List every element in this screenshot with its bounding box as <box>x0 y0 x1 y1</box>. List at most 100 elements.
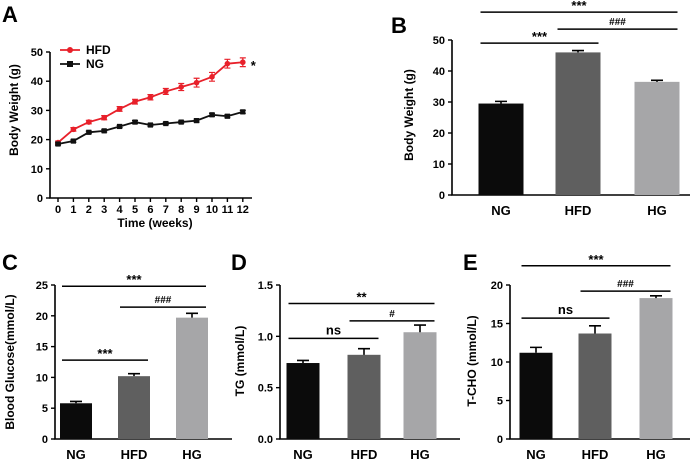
panel-b-error-bar <box>495 100 507 104</box>
panel-d-significance-label: ** <box>356 289 367 304</box>
panel-c-x-tick-label: HG <box>182 447 202 460</box>
panel-a-label: A <box>2 2 18 27</box>
panel-a-significance-star: * <box>251 58 257 73</box>
panel-b-x-tick-label: HG <box>647 203 667 218</box>
panel-e-significance-label: ns <box>558 302 573 317</box>
panel-d-x-tick-label: HFD <box>351 447 378 460</box>
panel-c-bar-hg <box>176 317 208 439</box>
panel-a-y-tick-label: 10 <box>31 164 43 176</box>
panel-a-point-hfd <box>70 126 77 133</box>
panel-a-point-hfd <box>101 114 107 121</box>
panel-a-point-hfd <box>116 106 123 112</box>
panel-a-x-tick-label: 10 <box>206 204 218 216</box>
panel-a-point-ng <box>70 138 76 144</box>
panel-d-label: D <box>231 250 247 275</box>
panel-a-point-ng <box>178 119 184 125</box>
panel-a-series-line-hfd <box>57 61 243 144</box>
panel-a-point-ng <box>86 129 92 135</box>
panel-a-y-tick-label: 0 <box>37 193 43 205</box>
panel-a-legend-label: NG <box>86 57 104 71</box>
panel-d-significance-label: # <box>389 309 395 320</box>
panel-a-point-ng <box>117 123 123 130</box>
panel-c-error-bar <box>70 400 82 404</box>
panel-e-y-tick-label: 15 <box>491 319 503 331</box>
panel-d-y-tick-label: 0.0 <box>258 434 273 446</box>
panel-e-x-tick-label: HG <box>646 447 666 460</box>
panel-a-legend-marker <box>67 47 73 53</box>
panel-e-error-bar <box>589 325 601 334</box>
panel-d-y-tick-label: 0.5 <box>258 383 273 395</box>
panel-a-x-tick-label: 0 <box>55 204 61 216</box>
panel-c-x-tick-label: NG <box>66 447 86 460</box>
panel-a-y-tick-label: 20 <box>31 135 43 147</box>
panel-a-point-ng <box>55 141 61 147</box>
panel-a-point-ng <box>163 120 169 127</box>
panel-e-y-axis-label: T-CHO (mmol/L) <box>465 315 479 406</box>
panel-a-point-hfd <box>193 79 200 86</box>
panel-a-point-ng <box>101 128 107 134</box>
panel-d-error-bar <box>358 347 370 355</box>
panel-c-error-bar <box>186 312 198 318</box>
panel-c-bar-ng <box>60 403 92 439</box>
panel-a-x-tick-label: 4 <box>117 204 124 216</box>
panel-c-bar-hfd <box>118 376 150 439</box>
panel-e-error-bar <box>530 346 542 353</box>
panel-b-y-axis-label: Body Weight (g) <box>402 69 416 161</box>
panel-d-x-tick-label: NG <box>293 447 313 460</box>
panel-c-y-tick-label: 0 <box>42 434 48 446</box>
panel-a-series-line-ng <box>57 110 244 145</box>
panel-b-bar-chart: B Body Weight (g) 0 10 20 30 40 50 NG HFD HG *** #… <box>391 0 690 218</box>
panel-b-y-tick-label: 50 <box>433 35 445 47</box>
panel-a-x-tick-label: 7 <box>163 204 169 216</box>
panel-c-y-axis-label: Blood Glucose(mmol/L) <box>3 294 17 429</box>
panel-a-x-tick-label: 5 <box>132 204 138 216</box>
panel-a-x-tick-label: 1 <box>70 204 76 216</box>
panel-a-point-hfd <box>178 84 184 90</box>
panel-d-x-tick-label: HG <box>410 447 430 460</box>
panel-b-bar-ng <box>478 103 524 195</box>
panel-a-x-tick-label: 9 <box>194 204 200 216</box>
panel-a-line-chart: A Body Weight (g) Time (weeks) 010203040… <box>2 2 257 230</box>
panel-a-point-hfd <box>240 59 246 66</box>
panel-b-error-bar <box>572 49 584 53</box>
panel-a-x-tick-label: 2 <box>86 204 92 216</box>
panel-c-significance-label: *** <box>126 272 142 287</box>
panel-e-bar-hg <box>639 298 673 439</box>
panel-c-x-tick-label: HFD <box>121 447 148 460</box>
panel-d-error-bar <box>414 324 426 333</box>
panel-e-x-tick-label: NG <box>526 447 546 460</box>
panel-e-bar-hfd <box>578 333 612 439</box>
panel-e-bar-chart: E T-CHO (mmol/L) 0 5 10 15 20 NG HFD HG ns ### *** <box>463 250 690 460</box>
panel-d-bar-hfd <box>347 354 381 439</box>
panel-d-y-tick-label: 1.5 <box>258 280 273 292</box>
panel-b-y-tick-label: 40 <box>433 66 445 78</box>
panel-a-point-hfd <box>132 98 138 105</box>
panel-a-x-tick-label: 12 <box>237 204 249 216</box>
panel-d-significance-label: ns <box>326 322 341 337</box>
panel-b-bar-hfd <box>555 52 601 196</box>
panel-a-x-tick-label: 6 <box>147 204 153 216</box>
panel-b-y-tick-label: 0 <box>439 190 445 202</box>
panel-a-x-axis-label: Time (weeks) <box>117 216 192 230</box>
panel-a-point-ng <box>209 112 215 118</box>
panel-d-y-tick-label: 1.0 <box>258 331 273 343</box>
panel-c-y-tick-label: 20 <box>36 311 48 323</box>
panel-a-point-hfd <box>147 94 154 101</box>
panel-a-point-ng <box>194 118 200 124</box>
panel-e-y-tick-label: 5 <box>497 396 503 408</box>
panel-a-point-hfd <box>224 60 231 67</box>
panel-b-label: B <box>391 13 407 38</box>
panel-e-significance-label: ### <box>617 279 634 290</box>
panel-d-y-axis-label: TG (mmol/L) <box>233 326 247 397</box>
panel-e-significance-label: *** <box>588 252 604 267</box>
panel-c-y-tick-label: 15 <box>36 342 48 354</box>
panel-d-error-bar <box>297 359 309 364</box>
panel-a-x-tick-label: 11 <box>222 204 234 216</box>
panel-e-y-tick-label: 20 <box>491 280 503 292</box>
panel-e-label: E <box>463 250 478 275</box>
panel-e-y-tick-label: 0 <box>497 434 503 446</box>
panel-a-point-ng <box>147 122 153 128</box>
panel-a-point-hfd <box>163 88 169 95</box>
panel-c-significance-label: *** <box>97 346 113 361</box>
panel-a-y-tick-label: 40 <box>31 76 43 88</box>
